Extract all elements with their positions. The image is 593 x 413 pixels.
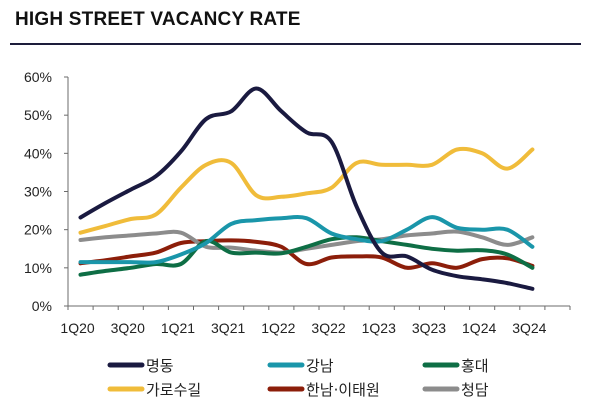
legend-label-0: 명동	[146, 357, 174, 375]
series-line-3	[78, 146, 535, 235]
series-line-1	[78, 215, 535, 265]
chart-title: HIGH STREET VACANCY RATE	[15, 9, 301, 30]
legend-label-1: 강남	[306, 357, 334, 375]
y-tick-label: 10%	[24, 260, 52, 276]
y-tick-label: 60%	[24, 69, 52, 85]
x-tick-label: 3Q20	[111, 320, 145, 336]
y-tick-label: 0%	[32, 298, 52, 314]
x-tick-label: 3Q24	[512, 320, 546, 336]
x-tick-label: 1Q23	[362, 320, 396, 336]
series-line-0	[78, 86, 535, 291]
series-line-4	[78, 238, 535, 270]
x-tick-label: 1Q22	[261, 320, 295, 336]
chart-axes: 0% 10% 20% 30% 40% 50% 60% 1Q20 3Q20 1Q21 3Q21 1Q22…	[24, 69, 571, 336]
x-tick-label: 1Q24	[462, 320, 496, 336]
y-tick-label: 50%	[24, 107, 52, 123]
legend-label-3: 가로수길	[146, 381, 201, 399]
title-underline	[10, 43, 581, 45]
x-tick-label: 1Q20	[60, 320, 94, 336]
x-tick-label: 1Q21	[161, 320, 195, 336]
legend-label-4: 한남·이태원	[306, 381, 380, 399]
x-tick-label: 3Q21	[211, 320, 245, 336]
y-tick-label: 30%	[24, 184, 52, 200]
x-tick-label: 3Q22	[311, 320, 345, 336]
y-tick-label: 40%	[24, 145, 52, 161]
y-tick-label: 20%	[24, 222, 52, 238]
legend-label-2: 홍대	[461, 357, 489, 375]
legend-label-5: 청담	[461, 381, 489, 399]
x-tick-label: 3Q23	[412, 320, 446, 336]
chart-series	[78, 86, 535, 291]
